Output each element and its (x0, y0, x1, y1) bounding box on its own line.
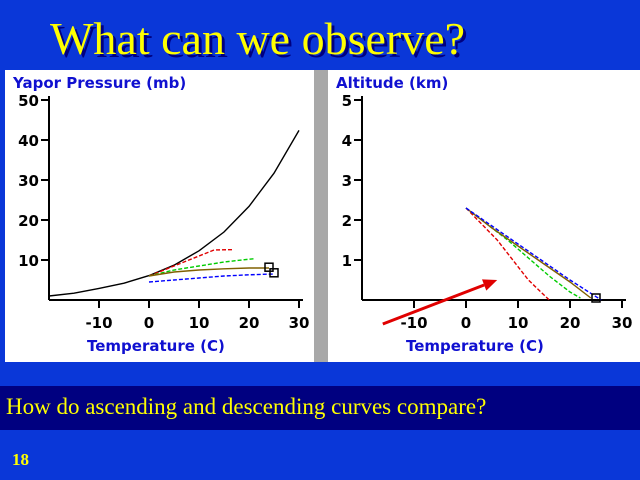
vapor-series-line-4 (148, 267, 269, 277)
vapor-y-tick-label: 40 (18, 132, 39, 150)
vapor-y-tick-label: 30 (18, 172, 39, 190)
altitude-marker (591, 293, 601, 303)
vapor-marker (264, 262, 274, 272)
altitude-temperature-axis-label: Temperature (C) (406, 337, 544, 355)
altitude-y-tick-label: 1 (342, 252, 352, 270)
vapor-series-line-1 (48, 130, 300, 297)
vapor-x-tick-label: 10 (189, 314, 210, 332)
altitude-arrow-shaft (382, 283, 485, 326)
question-bar: How do ascending and descending curves c… (0, 386, 640, 430)
altitude-x-tick-label: 20 (560, 314, 581, 332)
slide-title: What can we observe? (50, 13, 466, 64)
altitude-x-tick-label: -10 (400, 314, 427, 332)
panel-divider (314, 70, 328, 362)
altitude-y-tick-label: 3 (342, 172, 352, 190)
vapor-series-line-3 (148, 258, 255, 277)
vapor-pressure-chart-panel: Yapor Pressure (mb) 10 20 30 40 50 -10 0 10 20 30… (5, 70, 314, 362)
vapor-marker (269, 268, 279, 278)
vapor-pressure-axis-label: Yapor Pressure (mb) (13, 74, 187, 92)
altitude-chart: 1 2 3 4 5 -10 0 10 20 30 (342, 92, 633, 332)
vapor-y-tick-label: 20 (18, 212, 39, 230)
altitude-series-line-1 (465, 207, 550, 301)
altitude-y-tick-label: 5 (342, 92, 352, 110)
question-text: How do ascending and descending curves c… (6, 394, 487, 419)
vapor-x-tick-label: 0 (144, 314, 154, 332)
altitude-y-tick-label: 2 (342, 212, 352, 230)
altitude-x-tick-label: 0 (461, 314, 471, 332)
vapor-x-tick-label: 30 (289, 314, 310, 332)
altitude-x-tick-label: 10 (508, 314, 529, 332)
altitude-series-line-3 (465, 207, 592, 299)
vapor-pressure-chart: 10 20 30 40 50 -10 0 10 20 30 (18, 92, 310, 332)
altitude-x-tick-label: 30 (612, 314, 633, 332)
vapor-x-tick-label: -10 (85, 314, 112, 332)
altitude-axis-label: Altitude (km) (336, 74, 449, 92)
vapor-y-tick-label: 10 (18, 252, 39, 270)
altitude-chart-panel: Altitude (km) 1 2 3 4 5 -10 0 10 20 30 Temperatur… (328, 70, 640, 362)
altitude-arrow-head (482, 279, 498, 291)
altitude-y-tick-label: 4 (342, 132, 352, 150)
vapor-y-tick-label: 50 (18, 92, 39, 110)
vapor-pressure-temperature-axis-label: Temperature (C) (87, 337, 225, 355)
vapor-series-line-5 (148, 273, 275, 283)
altitude-series-line-4 (465, 207, 602, 301)
vapor-x-tick-label: 20 (239, 314, 260, 332)
slide-number: 18 (12, 450, 29, 469)
